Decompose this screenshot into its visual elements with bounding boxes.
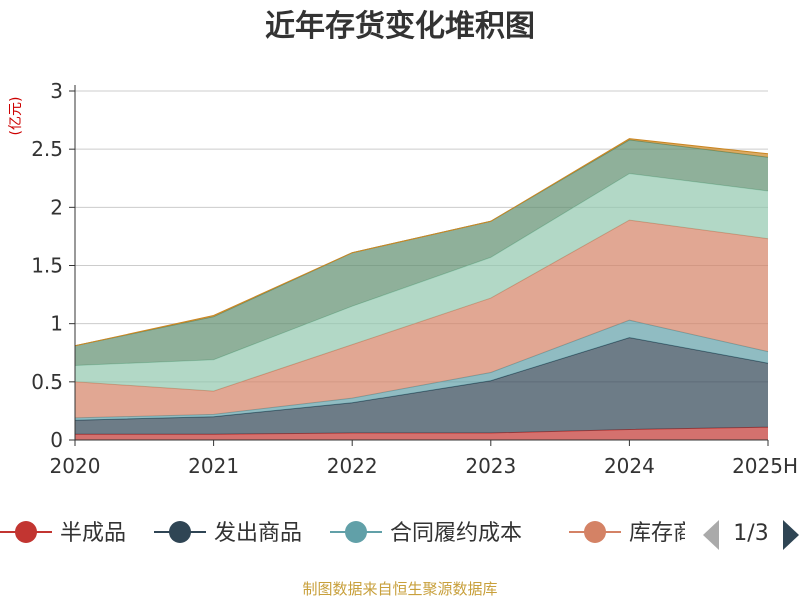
area-series-5: [75, 139, 768, 366]
legend-marker: [345, 521, 367, 543]
area-series-2: [75, 320, 768, 421]
legend-marker: [584, 521, 606, 543]
legend-items: 半成品 发出商品 合同履约成本 库存商: [0, 521, 695, 546]
y-tick-label: 0: [50, 428, 63, 452]
legend-next-icon[interactable]: [783, 520, 799, 550]
y-tick-label: 3: [50, 79, 63, 103]
legend-label: 半成品: [60, 521, 126, 546]
legend-label: 合同履约成本: [390, 521, 522, 546]
legend-prev-icon[interactable]: [703, 520, 719, 550]
legend-item[interactable]: 发出商品: [154, 521, 302, 546]
y-tick-label: 2.5: [31, 137, 63, 161]
y-unit-label: (亿元): [8, 97, 24, 136]
chart-title: 近年存货变化堆积图: [265, 9, 535, 44]
x-tick-label: 2024: [604, 454, 655, 478]
area-series: [74, 138, 769, 440]
area-series-3: [75, 220, 768, 418]
x-tick-label: 2020: [50, 454, 101, 478]
legend-item[interactable]: 库存商: [569, 521, 695, 546]
area-series-1: [75, 337, 768, 435]
legend-item[interactable]: 半成品: [0, 521, 126, 546]
y-tick-label: 1: [50, 312, 63, 336]
area-series-4: [75, 173, 768, 392]
x-tick-label: 2023: [465, 454, 516, 478]
legend[interactable]: 半成品 发出商品 合同履约成本 库存商 1/3: [0, 520, 799, 550]
legend-item[interactable]: 合同履约成本: [330, 521, 522, 546]
series-line-6: [74, 138, 769, 347]
legend-label: 库存商: [629, 521, 695, 546]
x-tick-label: 2025H: [732, 454, 798, 478]
legend-marker: [169, 521, 191, 543]
legend-page-indicator: 1/3: [733, 521, 768, 546]
footer-source: 制图数据来自恒生聚源数据库: [302, 580, 497, 598]
axes: 0 0.5 1 1.5 2 2.5 3 2020 2021 2022 2023 2024 2025H: [31, 79, 798, 478]
legend-marker: [15, 521, 37, 543]
y-tick-label: 2: [50, 195, 63, 219]
y-tick-label: 1.5: [31, 254, 63, 278]
x-tick-label: 2022: [327, 454, 378, 478]
x-tick-label: 2021: [188, 454, 239, 478]
legend-label: 发出商品: [214, 521, 302, 546]
y-tick-label: 0.5: [31, 370, 63, 394]
